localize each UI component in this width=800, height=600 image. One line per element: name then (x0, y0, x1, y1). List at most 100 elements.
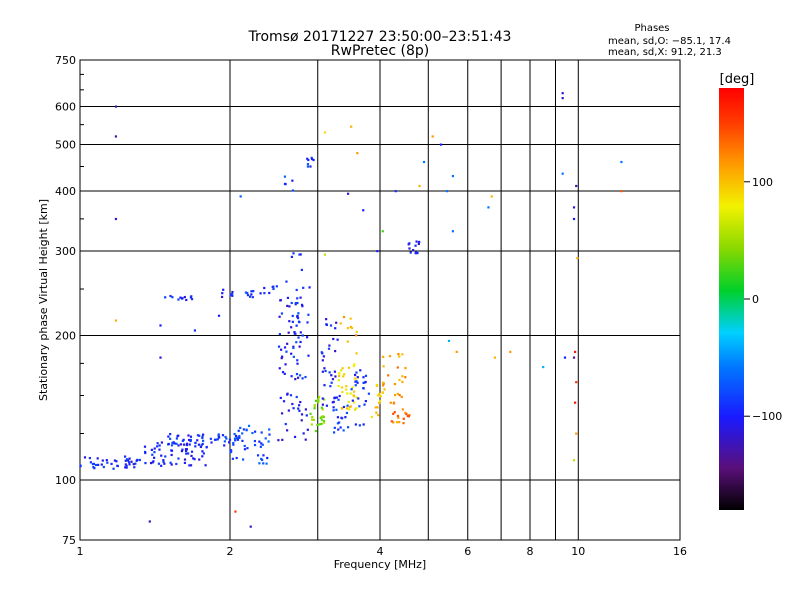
data-point (102, 465, 105, 469)
data-point (201, 435, 204, 438)
data-point (286, 392, 289, 395)
data-point (241, 432, 244, 435)
data-point (398, 421, 401, 424)
data-point (376, 394, 380, 397)
data-point (132, 463, 135, 466)
data-point (353, 363, 356, 366)
data-point (306, 428, 309, 431)
data-point (301, 334, 304, 337)
data-point (144, 461, 147, 465)
data-point (293, 331, 296, 334)
data-point (362, 387, 365, 390)
data-point (160, 464, 163, 467)
data-point (280, 348, 283, 351)
data-point (292, 345, 295, 348)
data-point (198, 458, 201, 461)
data-point (153, 456, 156, 459)
data-point (319, 423, 322, 426)
data-point (382, 355, 385, 358)
data-point (260, 457, 263, 461)
data-point (286, 296, 290, 300)
data-point (96, 457, 99, 460)
data-point (333, 370, 337, 373)
chart-subtitle: RwPretec (8p) (331, 43, 429, 59)
data-point (125, 458, 129, 461)
data-point (329, 324, 333, 327)
data-point (395, 421, 399, 424)
data-point (392, 402, 395, 405)
data-point (190, 298, 194, 301)
data-point (215, 438, 218, 441)
data-point (260, 442, 263, 445)
data-point (304, 375, 307, 379)
data-point (345, 411, 349, 415)
data-point (487, 206, 490, 209)
data-point (330, 374, 333, 377)
data-point (388, 355, 392, 358)
data-point (339, 322, 342, 325)
data-point (114, 135, 118, 138)
data-point (381, 384, 385, 387)
data-point (324, 369, 327, 373)
data-point (149, 461, 153, 465)
data-point (309, 165, 312, 168)
data-point (340, 407, 344, 410)
data-point (187, 452, 190, 455)
data-point (354, 423, 357, 426)
data-point (345, 385, 348, 388)
data-point (346, 327, 350, 330)
x-tick-label: 2 (227, 545, 234, 558)
data-point (349, 317, 352, 320)
data-point (396, 366, 399, 369)
data-point (355, 371, 358, 374)
data-point (336, 422, 340, 425)
data-point (275, 285, 278, 288)
data-point (93, 467, 96, 470)
data-point (415, 240, 418, 243)
data-point (167, 435, 170, 438)
data-point (229, 293, 232, 296)
data-point (216, 438, 219, 441)
data-point (407, 243, 410, 246)
data-point (342, 429, 345, 432)
data-point (170, 463, 173, 466)
data-point (292, 252, 295, 255)
data-point (183, 461, 187, 465)
data-point (251, 431, 254, 435)
data-point (232, 441, 235, 445)
data-point (346, 426, 350, 429)
chart-title: Tromsø 20171227 23:50:00–23:51:43 (248, 29, 512, 45)
data-point (136, 458, 139, 462)
x-tick-label: 6 (464, 545, 471, 558)
data-point (390, 420, 393, 423)
data-point (445, 190, 449, 193)
data-point (301, 305, 304, 308)
data-point (171, 441, 174, 445)
data-point (321, 403, 325, 406)
data-point (210, 441, 213, 444)
data-point (280, 312, 284, 315)
data-point (364, 374, 368, 377)
data-point (392, 421, 395, 424)
data-point (193, 458, 196, 461)
data-point (346, 404, 349, 407)
data-point (402, 417, 405, 420)
data-point (392, 412, 395, 415)
data-point (542, 365, 545, 369)
data-point (196, 434, 200, 437)
data-point (264, 437, 267, 440)
data-point (105, 459, 108, 462)
data-point (370, 415, 373, 419)
data-point (306, 157, 309, 160)
data-point (325, 404, 329, 407)
data-point (298, 345, 301, 348)
data-point (169, 294, 172, 298)
data-point (346, 340, 349, 343)
data-point (335, 321, 338, 324)
data-point (153, 451, 156, 454)
data-point (201, 455, 204, 458)
data-point (261, 443, 264, 446)
data-point (332, 337, 335, 341)
data-point (509, 350, 512, 353)
data-point (329, 385, 332, 388)
